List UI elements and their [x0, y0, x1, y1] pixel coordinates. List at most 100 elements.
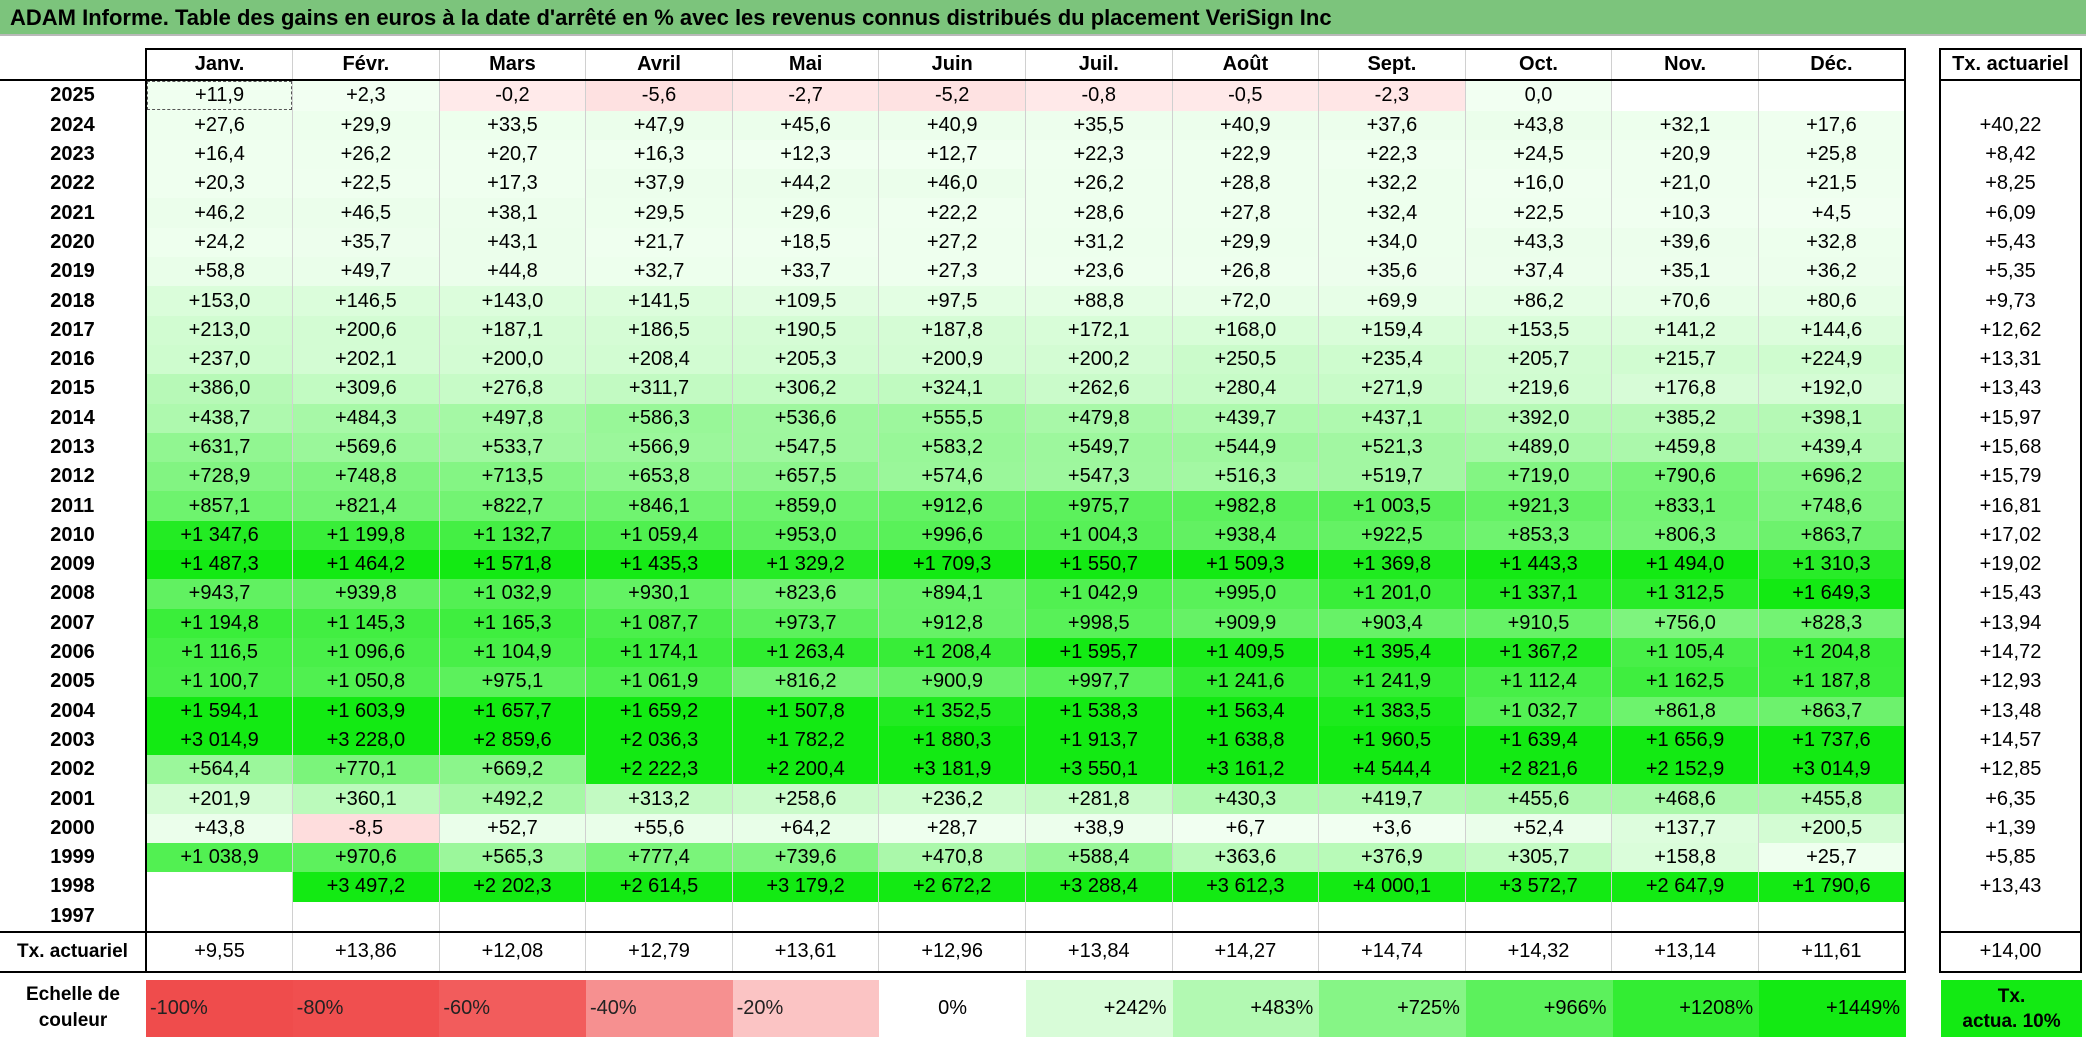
gain-cell: +205,7 — [1464, 344, 1612, 375]
gain-cell: +22,3 — [1318, 139, 1466, 170]
gain-cell: +564,4 — [145, 755, 293, 785]
month-header: Janv. — [145, 47, 293, 82]
gain-cell: +1 709,3 — [878, 550, 1026, 580]
annual-rate-cell: +9,73 — [1939, 286, 2082, 316]
gain-cell: +88,8 — [1024, 286, 1173, 316]
gain-cell: +187,1 — [438, 315, 586, 345]
gain-cell: -8,5 — [292, 813, 440, 844]
table-row: 2009 +1 487,3 +1 464,2 +1 571,8 +1 435,3 +1 3… — [0, 550, 1906, 580]
gain-cell: +40,9 — [878, 110, 1026, 140]
gain-cell: +235,4 — [1318, 344, 1466, 375]
gain-cell: +770,1 — [292, 755, 440, 785]
gain-cell: +439,7 — [1171, 403, 1319, 433]
annual-rate-cell — [1939, 80, 2082, 111]
gain-cell: +996,6 — [878, 520, 1026, 551]
table-row: 2012 +728,9 +748,8 +713,5 +653,8 +657,5 +574,6… — [0, 462, 1906, 492]
gain-cell: +27,2 — [878, 227, 1026, 258]
color-scale-cell: +242% — [1025, 980, 1173, 1037]
gain-cell: +4 000,1 — [1318, 872, 1466, 902]
annual-rate-cell: +15,68 — [1939, 432, 2082, 463]
gain-cell: +2 200,4 — [731, 755, 879, 785]
gain-cell: +224,9 — [1757, 344, 1906, 375]
year-label: 1998 — [50, 875, 95, 898]
gain-cell: +823,6 — [731, 579, 879, 609]
gain-cell: +1 649,3 — [1757, 579, 1906, 609]
gain-cell: +1 241,6 — [1171, 667, 1319, 697]
gain-cell: +86,2 — [1464, 286, 1612, 316]
gain-cell: +863,7 — [1757, 520, 1906, 551]
gain-cell: +533,7 — [438, 432, 586, 463]
gain-cell: +459,8 — [1611, 432, 1759, 463]
month-header: Oct. — [1464, 47, 1612, 82]
gain-cell: +1 112,4 — [1464, 667, 1612, 697]
gain-cell: +168,0 — [1171, 315, 1319, 345]
gain-cell: +1 194,8 — [145, 608, 293, 638]
color-scale-cell: -80% — [292, 980, 440, 1037]
table-row: 2014 +438,7 +484,3 +497,8 +586,3 +536,6 +555,5… — [0, 403, 1906, 433]
table-row: 1998 +3 497,2 +2 202,3 +2 614,5 +3 179,2 +2 6… — [0, 872, 1906, 902]
annual-rate-legend-line1: Tx. — [1997, 986, 2026, 1007]
color-scale-cell: -40% — [585, 980, 733, 1037]
table-row: 2022 +20,3 +22,5 +17,3 +37,9 +44,2 +46,0 +26,2 +… — [0, 169, 1906, 199]
gain-cell: +1 790,6 — [1757, 872, 1906, 902]
annual-rate-cell: +40,22 — [1939, 110, 2082, 140]
gain-cell — [1757, 80, 1906, 111]
annual-rate-legend: Tx. actua. 10% — [1941, 980, 2082, 1037]
table-row: 2023 +16,4 +26,2 +20,7 +16,3 +12,3 +12,7 +22,3 +… — [0, 139, 1906, 170]
gain-cell: +909,9 — [1171, 608, 1319, 638]
gain-cell: +3 228,0 — [292, 725, 440, 756]
color-scale-cell: 0% — [879, 980, 1026, 1037]
table-row: 2011 +857,1 +821,4 +822,7 +846,1 +859,0 +912,6… — [0, 491, 1906, 521]
gain-cell: +10,3 — [1611, 198, 1759, 228]
gain-cell: +998,5 — [1024, 608, 1173, 638]
gain-cell: +1 087,7 — [585, 608, 733, 638]
footer-rate-cell: +11,61 — [1757, 931, 1906, 973]
gain-cell: +153,0 — [145, 286, 293, 316]
gain-cell: +1 737,6 — [1757, 725, 1906, 756]
gain-cell: +536,6 — [731, 403, 879, 433]
gain-cell: +29,9 — [292, 110, 440, 140]
color-scale-cell: -100% — [146, 980, 293, 1037]
gain-cell: +22,3 — [1024, 139, 1173, 170]
year-label: 2022 — [50, 172, 95, 195]
gain-cell: +33,7 — [731, 257, 879, 287]
gain-cell: +748,8 — [292, 462, 440, 492]
gain-cell: +484,3 — [292, 403, 440, 433]
gain-cell: +1 960,5 — [1318, 725, 1466, 756]
gain-cell: +200,5 — [1757, 813, 1906, 844]
gain-cell: +1 659,2 — [585, 696, 733, 726]
gain-cell: +713,5 — [438, 462, 586, 492]
gain-cell: +29,5 — [585, 198, 733, 228]
gain-cell: +1 435,3 — [585, 550, 733, 580]
table-row: 2006 +1 116,5 +1 096,6 +1 104,9 +1 174,1 +1 2… — [0, 637, 1906, 668]
gain-cell: +728,9 — [145, 462, 293, 492]
gain-cell: +1 383,5 — [1318, 696, 1466, 726]
gain-cell: +1 032,9 — [438, 579, 586, 609]
gain-cell: +1 347,6 — [145, 520, 293, 551]
month-header: Juil. — [1024, 47, 1173, 82]
gain-cell: +44,8 — [438, 257, 586, 287]
color-scale-label-line1: Echelle de — [26, 984, 120, 1005]
gain-cell: +1 100,7 — [145, 667, 293, 697]
year-label: 2014 — [50, 406, 95, 429]
gain-cell: +25,8 — [1757, 139, 1906, 170]
gain-cell: +719,0 — [1464, 462, 1612, 492]
gain-cell: +1 132,7 — [438, 520, 586, 551]
annual-rate-cell: +5,35 — [1939, 257, 2082, 287]
table-row: 2008 +943,7 +939,8 +1 032,9 +930,1 +823,6 +894… — [0, 579, 1906, 609]
gain-cell: +2,3 — [292, 80, 440, 111]
gain-cell: +16,0 — [1464, 169, 1612, 199]
month-header: Mai — [731, 47, 879, 82]
gain-cell: +973,7 — [731, 608, 879, 638]
gain-cell: +1 509,3 — [1171, 550, 1319, 580]
color-scale-cell: -60% — [439, 980, 586, 1037]
gain-cell: +200,6 — [292, 315, 440, 345]
gain-cell: +24,2 — [145, 227, 293, 258]
gain-cell: +1 032,7 — [1464, 696, 1612, 726]
gain-cell: +1 595,7 — [1024, 637, 1173, 668]
footer-rate-cell: +12,79 — [585, 931, 733, 973]
gain-cell: +489,0 — [1464, 432, 1612, 463]
gain-cell: +31,2 — [1024, 227, 1173, 258]
gain-cell: +549,7 — [1024, 432, 1173, 463]
gain-cell: +1 638,8 — [1171, 725, 1319, 756]
